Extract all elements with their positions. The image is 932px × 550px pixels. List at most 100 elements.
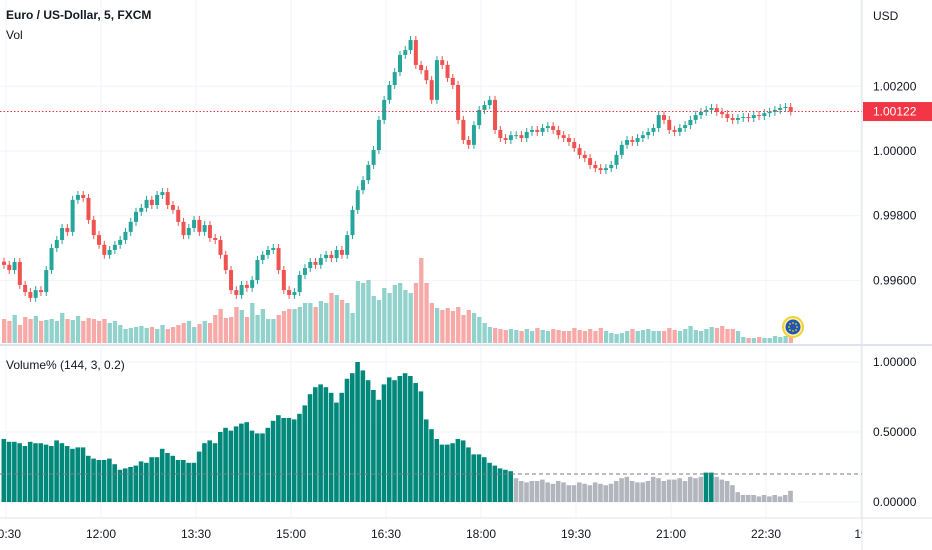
candle-up	[255, 260, 260, 281]
volume-bar	[704, 329, 709, 343]
volume-bar	[398, 283, 403, 343]
candle-up	[186, 227, 191, 236]
volume-bar	[149, 327, 155, 343]
volume-bar	[229, 317, 234, 343]
volume-bar	[276, 315, 281, 343]
volume-percent-bar	[365, 380, 371, 502]
volume-bar	[165, 329, 170, 343]
volume-percent-bar	[772, 495, 777, 502]
volume-bar	[308, 303, 313, 343]
volume-percent-bar	[608, 483, 614, 502]
volume-percent-bar	[730, 485, 735, 502]
candle-up	[60, 227, 65, 240]
candle-down	[276, 248, 281, 271]
volume-bar	[12, 315, 17, 343]
volume-percent-bar	[666, 479, 672, 502]
candle-down	[503, 138, 508, 141]
time-tick-label: 19	[854, 527, 868, 541]
volume-bar	[339, 300, 345, 343]
candle-down	[498, 129, 503, 139]
price-axis[interactable]: 1.00200 1.00000 0.99800 0.99600 1.00000 0.500…	[873, 79, 917, 509]
candle-down	[97, 235, 102, 245]
candle-down	[746, 117, 751, 119]
candle-up	[123, 231, 128, 240]
candle-up	[302, 268, 307, 275]
volume-legend[interactable]: Vol	[6, 28, 23, 42]
volume-percent-bar	[107, 458, 112, 502]
candle-down	[588, 158, 593, 165]
volume-bar	[778, 337, 783, 343]
volume-percent-bar	[276, 415, 281, 502]
volume-percent-bar	[767, 496, 772, 502]
candle-up	[545, 126, 550, 129]
volume-bar	[683, 329, 688, 343]
volume-bar	[260, 309, 266, 343]
volume-bar	[271, 319, 276, 343]
volume-percent-bar	[27, 441, 33, 502]
volume-percent-bar	[85, 455, 91, 502]
volume-percent-bar	[191, 462, 197, 502]
price-tick-label: 0.99600	[873, 273, 917, 287]
candle-up	[250, 280, 255, 288]
candle-down	[223, 254, 228, 271]
volume-bar	[302, 303, 308, 343]
volume-percent-bar	[534, 481, 540, 502]
symbol-title[interactable]: Euro / US-Dollar, 5, FXCM	[6, 8, 152, 22]
volume-bar	[772, 336, 778, 343]
volume-bar	[44, 320, 49, 343]
volume-bar	[487, 327, 493, 343]
volume-percent-bar	[408, 376, 413, 502]
volume-percent-bar	[233, 426, 239, 502]
volume-bar	[751, 338, 757, 343]
volume-percent-bar	[265, 427, 271, 502]
volume-percent-bar	[566, 485, 572, 502]
volume-percent-bar	[254, 433, 260, 502]
candle-down	[556, 129, 561, 136]
candle-up	[139, 207, 144, 212]
candle-down	[2, 261, 6, 265]
candle-down	[313, 261, 318, 265]
volume-percent-bar	[487, 462, 492, 502]
price-tick-label: 1.00200	[873, 79, 917, 93]
volume-bar	[503, 330, 508, 343]
volume-percent-bar	[349, 373, 355, 502]
indicator-legend[interactable]: Volume% (144, 3, 0.2)	[6, 358, 125, 372]
volume-percent-bar	[244, 422, 249, 502]
candle-up	[767, 111, 772, 114]
candle-down	[149, 199, 154, 206]
volume-percent-bar	[186, 462, 191, 502]
volume-percent-bar	[413, 383, 418, 502]
volume-bar	[413, 283, 419, 343]
volume-bar	[250, 303, 255, 343]
volume-percent-bar	[476, 454, 482, 502]
time-axis[interactable]: 10:30 12:00 13:30 15:00 16:30 18:00 19:30 21:00…	[0, 527, 868, 541]
volume-percent-bar	[571, 485, 577, 502]
candle-down	[329, 254, 334, 259]
volume-bar	[170, 327, 176, 343]
volume-bar	[535, 328, 540, 343]
volume-percent-bar	[439, 444, 445, 502]
candle-down	[424, 70, 429, 81]
volume-bar	[281, 311, 287, 343]
volume-bar	[609, 333, 614, 343]
volume-bar	[54, 321, 60, 343]
volume-percent-bar	[592, 482, 598, 502]
candle-up	[698, 111, 703, 116]
volume-bar	[688, 326, 693, 343]
candle-up	[408, 40, 413, 51]
candle-up	[640, 135, 645, 139]
volume-bar	[582, 331, 588, 343]
volume-bar	[461, 315, 466, 343]
volume-percent-bar	[392, 380, 397, 502]
candle-up	[366, 164, 371, 181]
volume-percent-bar	[386, 377, 392, 502]
eu-flag-icon[interactable]	[782, 316, 804, 338]
volume-bar	[603, 331, 609, 343]
volume-bar	[2, 319, 7, 343]
candle-down	[667, 119, 672, 130]
volume-bar	[33, 316, 38, 343]
volume-bar	[625, 331, 630, 343]
candle-down	[551, 126, 556, 130]
candle-down	[445, 64, 450, 78]
